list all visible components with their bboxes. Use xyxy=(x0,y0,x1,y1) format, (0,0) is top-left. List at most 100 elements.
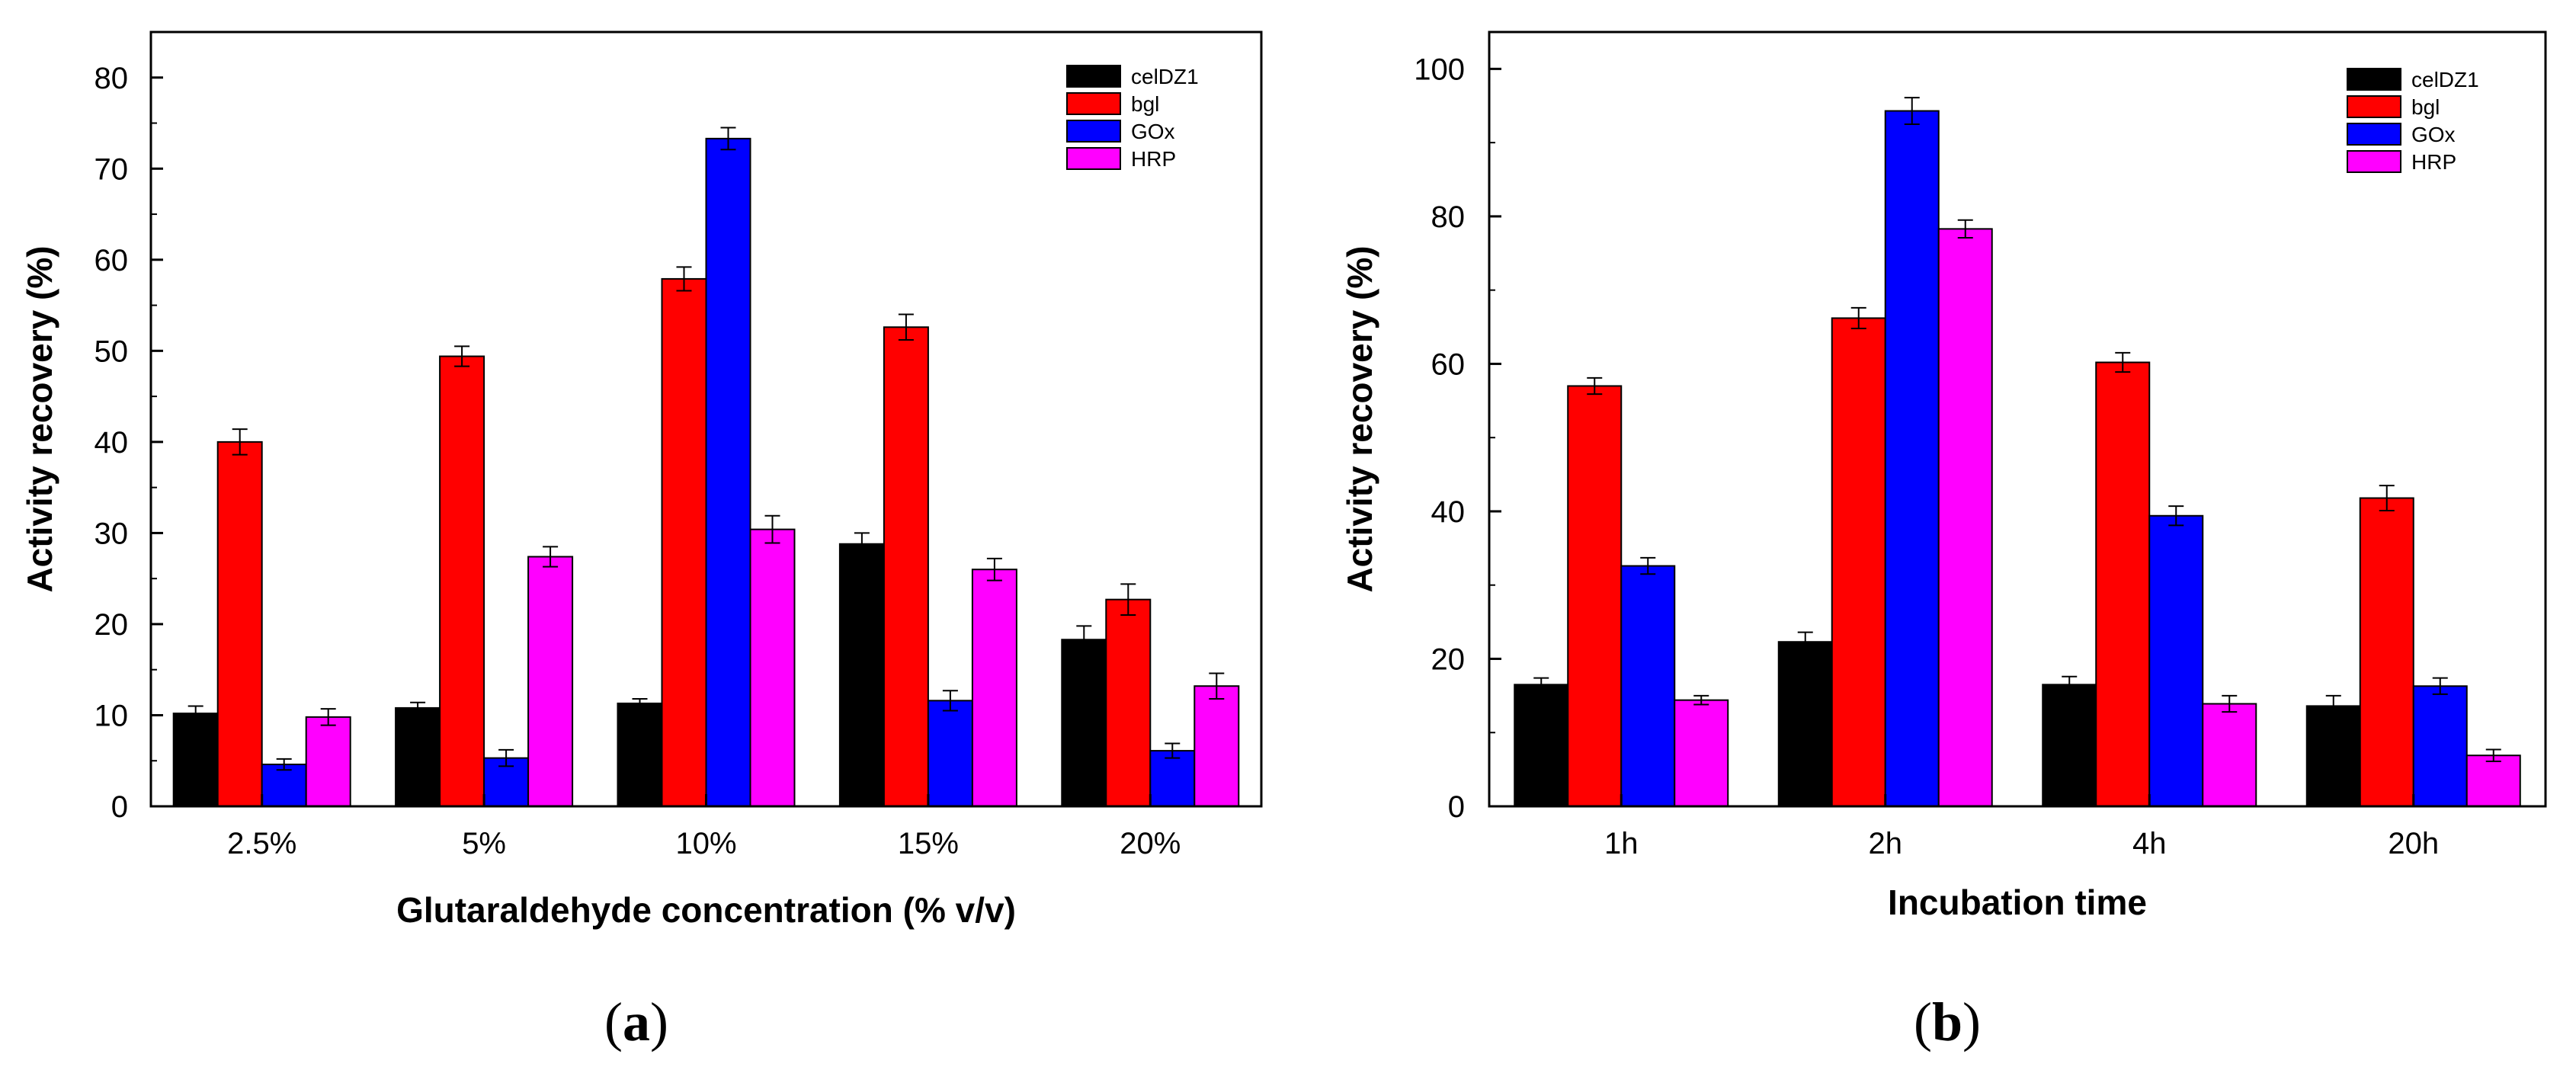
y-tick-label: 20 xyxy=(1431,642,1466,676)
bar-HRP-2h xyxy=(1937,228,1993,807)
error-bar-bgl-2h xyxy=(1850,306,1866,329)
bar-celDZ1-15% xyxy=(838,543,885,808)
x-tick-label: 20h xyxy=(2388,827,2439,860)
bar-HRP-10% xyxy=(749,528,796,808)
bar-HRP-1h xyxy=(1674,699,1729,807)
error-bar-HRP-20h xyxy=(2485,748,2501,762)
error-bar-bgl-2.5% xyxy=(232,428,248,456)
bar-bgl-10% xyxy=(661,277,707,808)
error-bar-celDZ1-20% xyxy=(1076,625,1092,655)
error-bar-celDZ1-4h xyxy=(2062,675,2078,694)
bar-bgl-20h xyxy=(2359,497,2414,807)
y-tick-label: 70 xyxy=(95,152,129,186)
legend-swatch-bgl xyxy=(2347,95,2401,118)
legend: celDZ1 bgl GOx HRP xyxy=(1066,65,1199,171)
y-tick-label: 0 xyxy=(111,790,128,824)
legend-label-GOx: GOx xyxy=(1131,120,1175,143)
x-tick-label: 5% xyxy=(462,827,506,860)
bar-GOx-1h xyxy=(1620,565,1676,808)
x-axis-title: Incubation time xyxy=(1888,883,2147,922)
y-axis-title: Activity recovery (%) xyxy=(1340,245,1379,592)
legend-label-HRP: HRP xyxy=(2411,150,2456,174)
legend-swatch-GOx xyxy=(2347,123,2401,146)
legend-swatch-bgl xyxy=(1066,92,1121,115)
error-bar-celDZ1-5% xyxy=(410,701,426,715)
error-bar-celDZ1-20h xyxy=(2325,694,2341,717)
x-axis-title: Glutaraldehyde concentration (% v/v) xyxy=(396,890,1016,930)
x-tick-label: 1h xyxy=(1604,827,1639,860)
bar-GOx-15% xyxy=(927,700,973,807)
plot-frame xyxy=(1488,30,2547,808)
y-tick-label: 30 xyxy=(95,517,129,550)
bar-bgl-15% xyxy=(883,326,929,808)
bar-celDZ1-2.5% xyxy=(172,713,219,808)
legend-label-bgl: bgl xyxy=(2411,95,2440,119)
chart-b: 0 20 40 60 80 100 1h 2h 4h 20h Incubation time Acti… xyxy=(1340,30,2547,922)
bar-GOx-2.5% xyxy=(261,764,307,808)
error-bar-celDZ1-2h xyxy=(1797,631,1813,652)
legend: celDZ1 bgl GOx HRP xyxy=(2347,68,2479,174)
legend-label-celDZ1: celDZ1 xyxy=(2411,68,2479,91)
bar-celDZ1-5% xyxy=(395,706,441,808)
y-tick-label: 60 xyxy=(95,244,129,277)
error-bar-GOx-2.5% xyxy=(276,758,292,771)
error-bar-bgl-15% xyxy=(898,313,914,341)
bar-GOx-2h xyxy=(1884,110,1940,808)
error-bar-bgl-4h xyxy=(2115,351,2131,373)
y-tick-label: 10 xyxy=(95,699,129,732)
x-tick-label: 15% xyxy=(898,827,959,860)
y-tick-label: 80 xyxy=(1431,200,1466,234)
y-tick-label: 40 xyxy=(1431,495,1466,529)
panel-label-b: (b) xyxy=(1914,992,1981,1052)
bar-GOx-10% xyxy=(705,137,751,807)
legend-swatch-GOx xyxy=(1066,120,1121,143)
y-tick-label: 20 xyxy=(95,608,129,642)
error-bar-HRP-2h xyxy=(1957,219,1973,239)
y-tick-label: 80 xyxy=(95,62,129,95)
bar-bgl-5% xyxy=(439,355,485,807)
error-bar-GOx-5% xyxy=(498,748,514,767)
bar-GOx-20% xyxy=(1149,750,1196,807)
x-tick-label: 20% xyxy=(1120,827,1181,860)
panel-label-a: (a) xyxy=(604,992,668,1052)
error-bar-bgl-1h xyxy=(1587,376,1603,396)
legend-swatch-celDZ1 xyxy=(2347,68,2401,91)
bar-HRP-15% xyxy=(971,569,1017,807)
y-tick-label: 100 xyxy=(1414,53,1465,86)
x-tick-label: 2.5% xyxy=(227,827,296,860)
legend-label-celDZ1: celDZ1 xyxy=(1131,65,1199,88)
bar-celDZ1-20h xyxy=(2305,705,2361,807)
error-bar-bgl-20% xyxy=(1120,583,1136,616)
bar-celDZ1-1h xyxy=(1514,684,1569,807)
error-bar-HRP-5% xyxy=(543,546,559,568)
legend-label-bgl: bgl xyxy=(1131,92,1159,116)
error-bar-HRP-4h xyxy=(2222,694,2238,713)
error-bar-celDZ1-10% xyxy=(632,697,648,709)
y-tick-label: 40 xyxy=(95,426,129,460)
bar-HRP-2.5% xyxy=(305,716,351,808)
error-bar-GOx-20h xyxy=(2432,677,2448,695)
y-tick-label: 60 xyxy=(1431,348,1466,381)
x-tick-label: 4h xyxy=(2132,827,2167,860)
legend-swatch-celDZ1 xyxy=(1066,65,1121,88)
error-bar-HRP-1h xyxy=(1693,694,1709,706)
error-bar-HRP-10% xyxy=(764,514,780,544)
error-bar-celDZ1-1h xyxy=(1533,677,1549,693)
bar-bgl-2h xyxy=(1831,317,1886,807)
error-bar-HRP-20% xyxy=(1209,672,1225,700)
bar-HRP-20h xyxy=(2465,754,2521,808)
bar-GOx-4h xyxy=(2148,514,2204,808)
bar-HRP-5% xyxy=(527,556,574,808)
error-bar-bgl-20h xyxy=(2379,485,2395,511)
error-bar-GOx-1h xyxy=(1640,556,1656,575)
error-bar-GOx-10% xyxy=(720,127,736,151)
y-tick-label: 50 xyxy=(95,335,129,368)
error-bar-GOx-2h xyxy=(1904,97,1920,125)
bar-celDZ1-20% xyxy=(1061,639,1107,807)
bar-bgl-20% xyxy=(1105,598,1152,807)
y-tick-label: 0 xyxy=(1448,790,1465,824)
error-bar-bgl-5% xyxy=(454,345,470,367)
error-bar-GOx-15% xyxy=(942,690,958,712)
error-bar-GOx-4h xyxy=(2168,505,2184,527)
